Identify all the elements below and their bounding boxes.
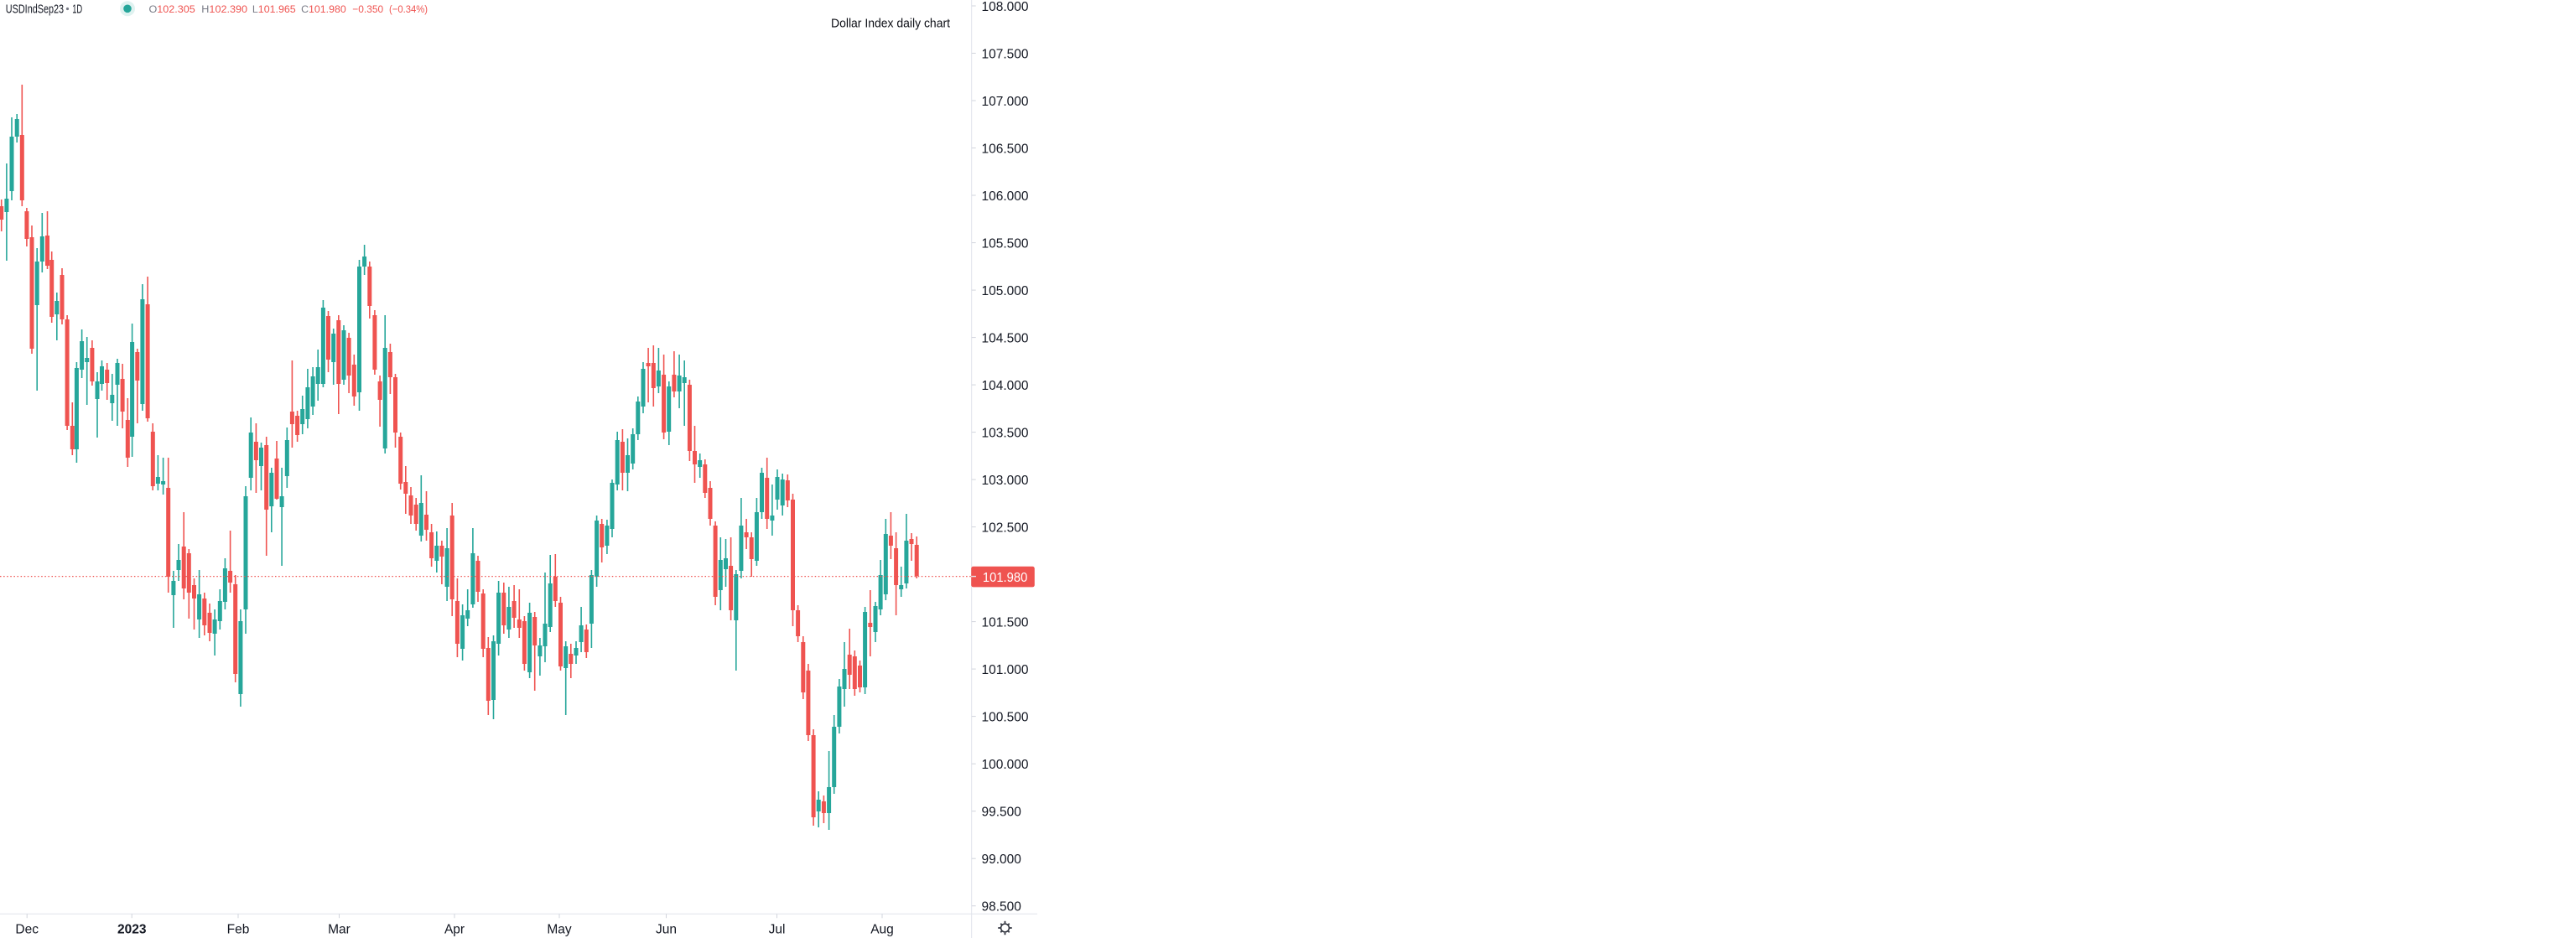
svg-text:106.000: 106.000 (982, 189, 1029, 204)
svg-text:101.500: 101.500 (982, 615, 1029, 630)
svg-text:103.500: 103.500 (982, 426, 1029, 440)
svg-text:103.000: 103.000 (982, 474, 1029, 488)
svg-text:102.500: 102.500 (982, 521, 1029, 535)
svg-text:101.000: 101.000 (982, 663, 1029, 677)
svg-text:Dollar Index daily chart: Dollar Index daily chart (831, 18, 950, 31)
svg-text:Jun: Jun (656, 923, 677, 937)
svg-text:O102.305: O102.305 (149, 3, 196, 15)
svg-text:98.500: 98.500 (982, 900, 1022, 915)
svg-text:108.000: 108.000 (982, 0, 1029, 14)
svg-text:107.000: 107.000 (982, 95, 1029, 109)
svg-text:1D: 1D (72, 3, 82, 17)
svg-text:99.500: 99.500 (982, 806, 1022, 820)
svg-text:May: May (547, 923, 572, 937)
svg-text:Jul: Jul (769, 923, 786, 937)
svg-text:L101.965: L101.965 (252, 3, 296, 15)
svg-text:−0.350: −0.350 (352, 3, 383, 15)
svg-text:Feb: Feb (227, 923, 250, 937)
svg-text:101.980: 101.980 (983, 571, 1028, 585)
svg-text:106.500: 106.500 (982, 142, 1029, 156)
svg-text:105.500: 105.500 (982, 236, 1029, 251)
svg-text:Dec: Dec (15, 923, 39, 937)
svg-text:99.000: 99.000 (982, 852, 1022, 867)
svg-text:105.000: 105.000 (982, 284, 1029, 298)
svg-text:2023: 2023 (117, 923, 147, 937)
svg-text:104.500: 104.500 (982, 331, 1029, 345)
svg-text:H102.390: H102.390 (201, 3, 247, 15)
svg-text:Aug: Aug (870, 923, 894, 937)
svg-text:(−0.34%): (−0.34%) (389, 3, 428, 15)
svg-text:C101.980: C101.980 (301, 3, 346, 15)
svg-text:Apr: Apr (444, 923, 465, 937)
svg-text:100.000: 100.000 (982, 758, 1029, 772)
svg-text:100.500: 100.500 (982, 710, 1029, 724)
svg-text:104.000: 104.000 (982, 379, 1029, 393)
svg-text:USDIndSep23: USDIndSep23 (6, 3, 64, 17)
svg-text:107.500: 107.500 (982, 47, 1029, 61)
svg-text:Mar: Mar (328, 923, 351, 937)
